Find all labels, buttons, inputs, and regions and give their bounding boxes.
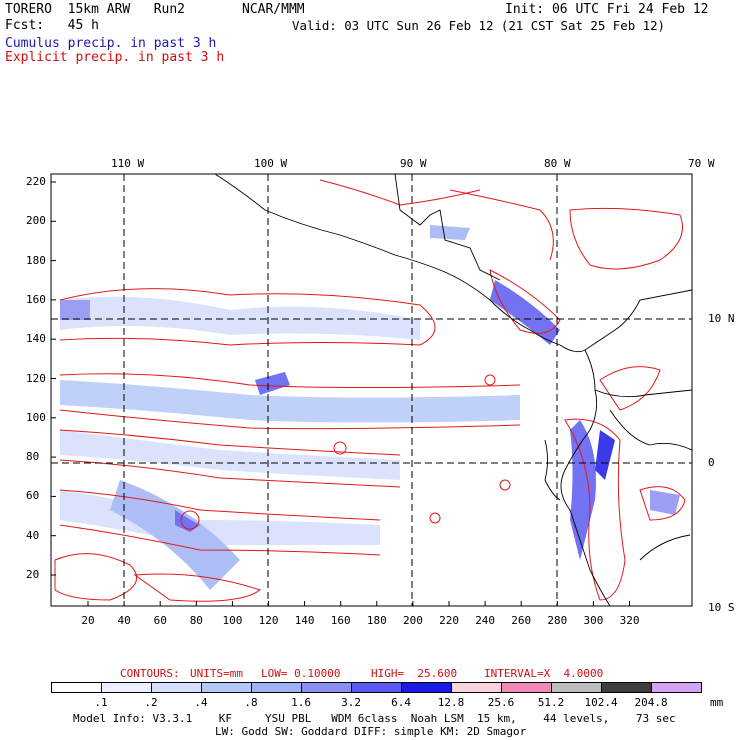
legend-label: .1: [94, 696, 108, 709]
y-tick-label: 120: [26, 371, 46, 385]
x-tick-label: 100: [222, 614, 243, 627]
legend-label: 3.2: [341, 696, 361, 709]
lon-label: 80 W: [544, 157, 571, 170]
y-tick-label: 100: [26, 410, 46, 424]
y-tick-label: 180: [26, 253, 46, 267]
valid-time: Valid: 03 UTC Sun 26 Feb 12 (21 CST Sat …: [292, 18, 665, 33]
contours-units: UNITS=mm: [190, 667, 243, 680]
cumulus-legend-text: Cumulus precip. in past 3 h: [5, 36, 217, 51]
x-tick-label: 320: [619, 614, 640, 627]
x-tick-label: 160: [330, 614, 351, 627]
legend-swatch: [201, 682, 252, 693]
legend-swatch: [151, 682, 202, 693]
org-label: NCAR/MMM: [242, 2, 305, 17]
y-tick-label: 60: [26, 489, 40, 503]
explicit-contours: [54, 179, 686, 602]
x-tick-label: 20: [81, 614, 95, 627]
explicit-legend-text: Explicit precip. in past 3 h: [5, 50, 225, 65]
legend-swatch: [401, 682, 452, 693]
x-tick-label: 180: [366, 614, 387, 627]
x-tick-label: 60: [153, 614, 167, 627]
y-tick-label: 40: [26, 528, 40, 542]
legend-label: 6.4: [391, 696, 411, 709]
x-tick-label: 240: [475, 614, 496, 627]
lon-label: 70 W: [688, 157, 715, 170]
x-tick-label: 280: [547, 614, 568, 627]
forecast-hour: Fcst: 45 h: [5, 18, 99, 33]
lat-label: 10 N: [708, 312, 735, 325]
legend-swatch: [51, 682, 102, 693]
lon-label: 90 W: [400, 157, 427, 170]
precip-shading: [60, 225, 680, 590]
legend-label: 12.8: [437, 696, 465, 709]
coastlines: [214, 174, 692, 606]
lat-label: 0: [708, 456, 715, 469]
legend-swatch: [651, 682, 702, 693]
legend-label: 1.6: [291, 696, 311, 709]
legend-unit: mm: [710, 696, 724, 709]
legend-swatch: [101, 682, 152, 693]
contours-interval: INTERVAL=X 4.0000: [484, 667, 604, 680]
legend-swatch: [601, 682, 652, 693]
map-frame: [50, 173, 693, 607]
lon-label: 100 W: [254, 157, 288, 170]
x-tick-label: 220: [439, 614, 459, 627]
legend-swatch: [301, 682, 352, 693]
model-title: TORERO 15km ARW Run2: [5, 2, 186, 17]
legend-label: .4: [194, 696, 208, 709]
physics-info: LW: Godd SW: Goddard DIFF: simple KM: 2D…: [215, 725, 527, 738]
x-tick-label: 40: [117, 614, 131, 627]
contours-low: LOW= 0.10000: [261, 667, 341, 680]
legend-label: 102.4: [584, 696, 618, 709]
y-tick-label: 160: [26, 292, 46, 306]
contours-high: HIGH= 25.600: [371, 667, 458, 680]
y-tick-label: 20: [26, 568, 40, 581]
legend-swatch: [251, 682, 302, 693]
lat-lon-grid: [51, 174, 692, 606]
x-tick-label: 120: [258, 614, 279, 627]
lon-label: 110 W: [111, 157, 145, 170]
x-tick-label: 140: [294, 614, 315, 627]
legend-label: 51.2: [537, 696, 565, 709]
model-info: Model Info: V3.3.1 KF YSU PBL WDM 6class…: [73, 712, 676, 725]
y-tick-label: 80: [26, 450, 40, 464]
x-tick-label: 260: [511, 614, 532, 627]
y-tick-label: 140: [26, 332, 46, 346]
legend-label: .2: [144, 696, 158, 709]
legend-swatch: [351, 682, 402, 693]
init-time: Init: 06 UTC Fri 24 Feb 12: [505, 2, 709, 17]
y-tick-label: 200: [26, 214, 46, 228]
lat-label: 10 S: [708, 601, 735, 614]
legend-swatch: [551, 682, 602, 693]
x-tick-label: 80: [189, 614, 203, 627]
x-tick-label: 200: [403, 614, 423, 627]
y-tick-label: 220: [26, 175, 46, 188]
legend-label: 25.6: [487, 696, 515, 709]
legend-swatch: [501, 682, 552, 693]
legend-label: .8: [244, 696, 258, 709]
contours-label: CONTOURS:: [120, 667, 180, 680]
x-tick-label: 300: [583, 614, 604, 627]
legend-swatch: [451, 682, 502, 693]
legend-label: 204.8: [634, 696, 668, 709]
